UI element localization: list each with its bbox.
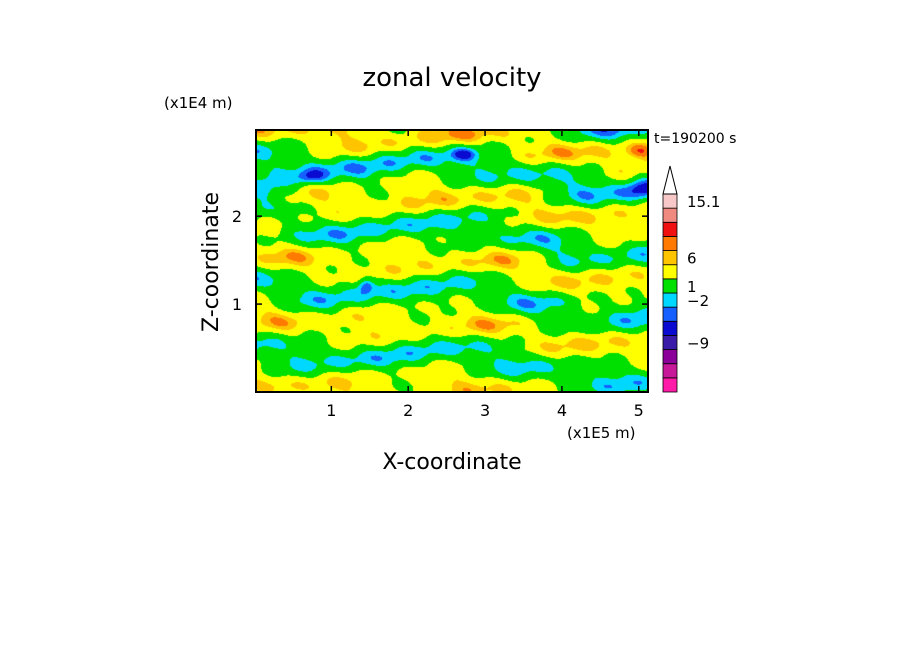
colorbar-label: 15.1 — [687, 193, 720, 211]
colorbar-level — [662, 193, 678, 209]
colorbar-level — [662, 306, 678, 322]
y-tick-label: 2 — [232, 207, 242, 226]
y-tick-label: 1 — [232, 295, 242, 314]
colorbar-level — [662, 320, 678, 336]
chart-title: zonal velocity — [362, 63, 541, 93]
colorbar — [662, 165, 678, 393]
plot-frame — [255, 129, 649, 393]
colorbar-level — [662, 207, 678, 223]
colorbar-level — [662, 221, 678, 237]
colorbar-level — [662, 278, 678, 294]
colorbar-level — [662, 250, 678, 266]
axis-ticks: 1 2 3 4 5 1 2 — [232, 130, 648, 420]
contour-field — [256, 130, 648, 392]
colorbar-level — [662, 236, 678, 251]
colorbar-label: 1 — [687, 278, 697, 296]
y-axis-title: Z-coordinate — [199, 192, 224, 332]
colorbar-level — [662, 363, 678, 379]
colorbar-label: −2 — [687, 292, 709, 310]
x-axis-title: X-coordinate — [382, 450, 521, 475]
x-tick-label: 3 — [480, 401, 490, 420]
colorbar-level — [662, 335, 678, 350]
colorbar-overflow-triangle — [662, 165, 678, 195]
colorbar-level — [662, 292, 678, 308]
x-tick-label: 5 — [634, 401, 644, 420]
x-scale-label: (x1E5 m) — [567, 424, 636, 442]
colorbar-label: −9 — [687, 335, 709, 353]
time-label: t=190200 s — [654, 131, 736, 147]
colorbar-level — [662, 377, 678, 393]
colorbar-level — [662, 349, 678, 365]
x-tick-label: 2 — [403, 401, 413, 420]
y-scale-label: (x1E4 m) — [164, 94, 233, 112]
x-tick-label: 4 — [557, 401, 567, 420]
colorbar-label: 6 — [687, 250, 697, 268]
colorbar-labels: 15.1 6 1−2 −9 — [687, 193, 720, 352]
x-tick-label: 1 — [326, 401, 336, 420]
colorbar-level — [662, 264, 678, 280]
contour-fill — [256, 130, 648, 392]
